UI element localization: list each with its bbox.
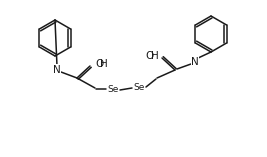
Text: H: H (100, 59, 108, 69)
Text: O: O (146, 51, 154, 61)
Text: N: N (53, 65, 61, 75)
Text: H: H (151, 51, 159, 61)
Text: N: N (191, 57, 199, 67)
Text: O: O (95, 59, 103, 69)
Text: Se: Se (133, 84, 145, 92)
Text: Se: Se (107, 86, 119, 95)
